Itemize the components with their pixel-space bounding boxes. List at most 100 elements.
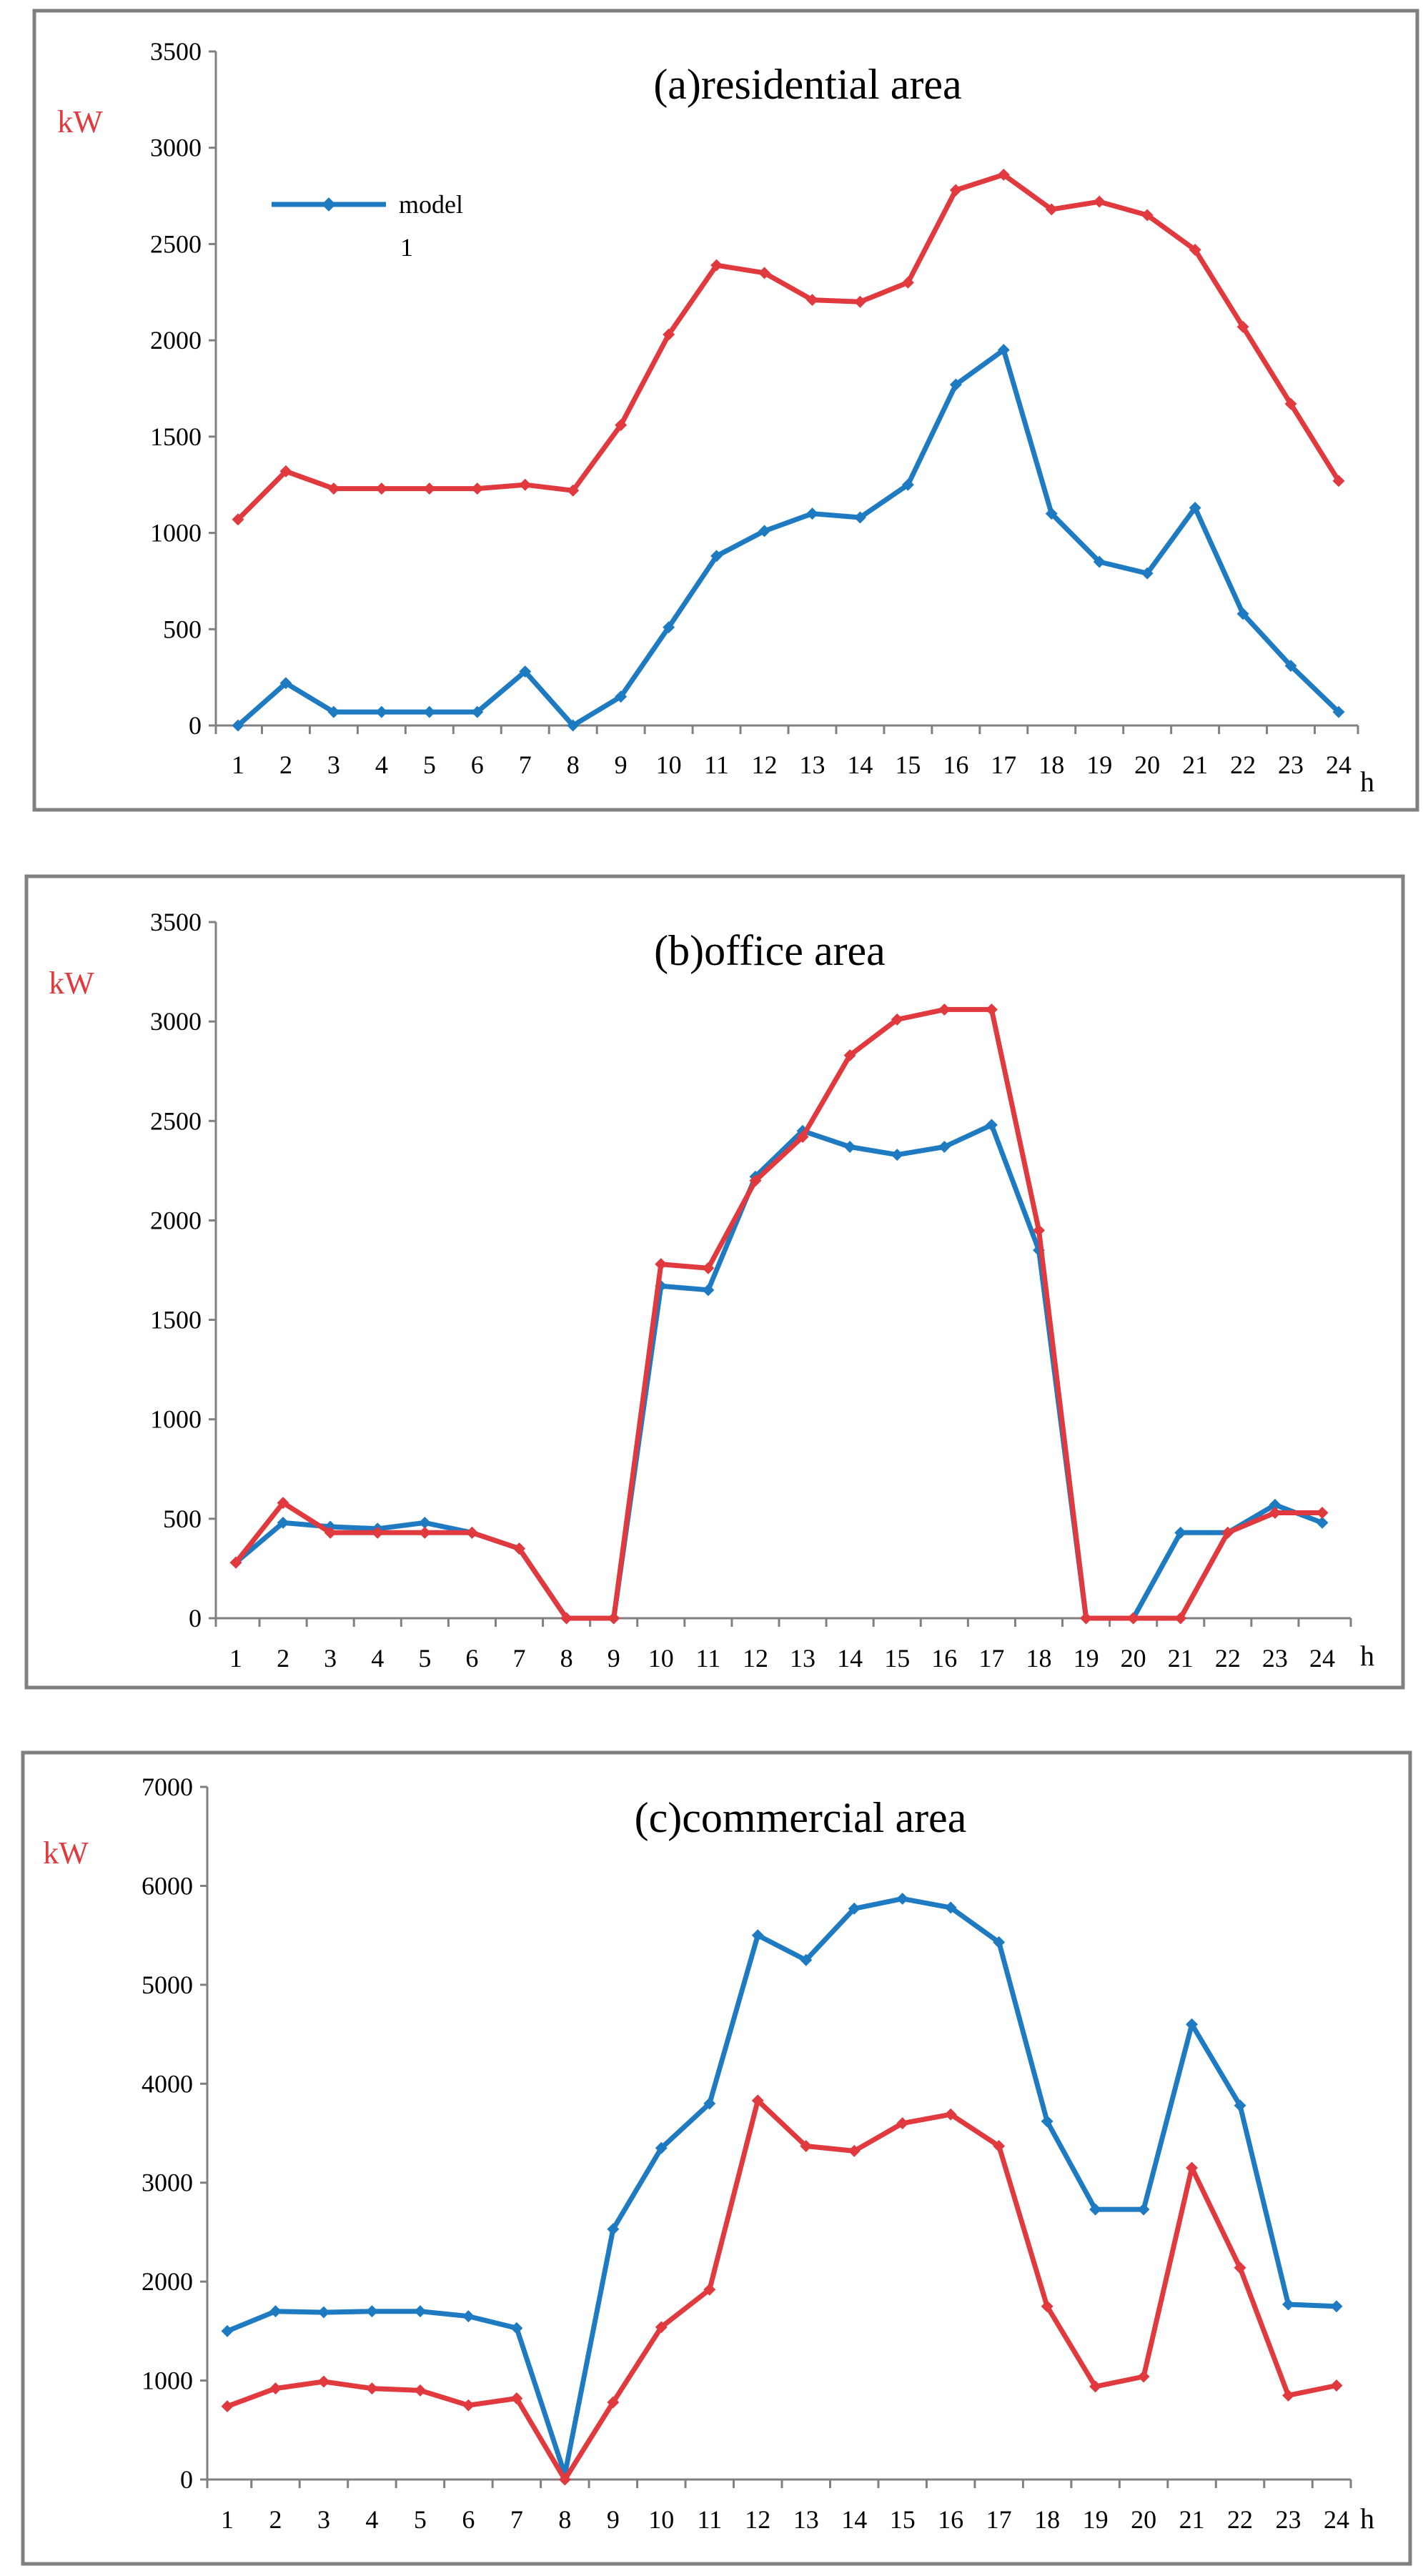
data-point — [853, 511, 866, 524]
data-point — [949, 378, 962, 391]
y-ticks: 0 500 1000 1500 2000 2500 3000 3500 — [150, 37, 216, 740]
data-point — [1041, 2115, 1053, 2128]
data-point — [800, 1953, 813, 1966]
x-tick-label: 8 — [560, 1644, 573, 1673]
x-tick-label: 22 — [1230, 750, 1256, 779]
data-point — [751, 1929, 764, 1942]
y-tick-label: 500 — [163, 615, 202, 643]
data-point — [1282, 2389, 1295, 2402]
data-point — [663, 328, 675, 341]
x-tick-label: 6 — [462, 2505, 475, 2534]
y-tick-label: 1000 — [150, 1405, 202, 1434]
data-point — [1284, 397, 1297, 410]
x-tick-label: 9 — [615, 750, 628, 779]
data-point — [513, 1542, 526, 1555]
data-point — [702, 1284, 715, 1297]
data-point — [1093, 555, 1106, 568]
x-tick-label: 12 — [743, 1644, 768, 1673]
x-tick-label: 4 — [371, 1644, 384, 1673]
x-tick-label: 4 — [365, 2505, 378, 2534]
x-tick-label: 11 — [704, 750, 729, 779]
data-point — [1089, 2380, 1102, 2393]
y-ticks: 0 500 1000 1500 2000 2500 3000 3500 — [150, 908, 216, 1633]
data-point — [1041, 2300, 1053, 2313]
data-point — [1221, 1526, 1234, 1539]
data-point — [1330, 2379, 1343, 2392]
x-tick-label: 10 — [648, 2505, 674, 2534]
x-tick-label: 20 — [1121, 1644, 1146, 1673]
y-unit-label: kW — [49, 966, 94, 1001]
panel-frame — [32, 9, 1419, 812]
x-tick-label: 18 — [1026, 1644, 1051, 1673]
data-point — [710, 550, 723, 563]
data-point — [510, 2392, 523, 2404]
x-tick-label: 18 — [1038, 750, 1064, 779]
data-point — [703, 2283, 716, 2296]
data-point — [423, 482, 436, 495]
data-point — [471, 482, 484, 495]
data-point — [703, 2097, 716, 2110]
data-point — [1316, 1516, 1329, 1529]
data-point — [993, 2140, 1006, 2152]
data-point — [615, 419, 628, 432]
data-point — [608, 1612, 620, 1625]
data-point — [1234, 2099, 1246, 2112]
x-tick-label: 1 — [221, 2505, 234, 2534]
x-tick-label: 2 — [279, 750, 292, 779]
data-point — [1137, 2370, 1150, 2383]
x-tick-label: 10 — [648, 1644, 674, 1673]
series-line-model-1 — [224, 1896, 1339, 2477]
x-tick-label: 17 — [991, 750, 1016, 779]
data-point — [279, 465, 292, 477]
x-tick-label: 11 — [697, 2505, 722, 2534]
data-point — [751, 2094, 764, 2107]
data-point — [327, 482, 340, 495]
x-ticks: 1 2 3 4 5 6 7 8 9 10 11 12 13 14 15 16 17 18 19 20 21 22 23 24 — [214, 1618, 1352, 1673]
x-tick-label: 12 — [752, 750, 778, 779]
y-tick-label: 2000 — [150, 326, 202, 355]
x-unit-label: h — [1360, 2502, 1374, 2535]
data-point — [1332, 475, 1345, 487]
data-point — [418, 1516, 431, 1529]
x-tick-label: 5 — [414, 2505, 427, 2534]
data-point — [1045, 507, 1058, 520]
data-point — [1186, 2018, 1199, 2031]
x-tick-label: 20 — [1131, 2505, 1156, 2534]
x-tick-label: 3 — [327, 750, 340, 779]
panel-frame — [21, 1750, 1412, 2566]
x-tick-label: 1 — [229, 1644, 242, 1673]
y-tick-label: 0 — [189, 1604, 202, 1633]
data-point — [365, 2382, 378, 2395]
x-tick-label: 7 — [513, 1644, 526, 1673]
data-point — [944, 1901, 957, 1914]
x-tick-label: 20 — [1134, 750, 1160, 779]
data-point — [375, 705, 388, 718]
y-tick-label: 3000 — [150, 1007, 202, 1036]
y-tick-label: 5000 — [142, 1971, 193, 1999]
data-point — [414, 2384, 427, 2397]
x-tick-label: 9 — [608, 1644, 620, 1673]
data-point — [607, 2223, 620, 2236]
x-tick-label: 7 — [519, 750, 532, 779]
data-point — [232, 719, 244, 732]
panel-frame — [24, 874, 1405, 1690]
data-point — [423, 705, 436, 718]
x-tick-label: 7 — [510, 2505, 523, 2534]
x-unit-label: h — [1360, 1640, 1374, 1672]
y-tick-label: 2000 — [142, 2267, 193, 2296]
x-tick-label: 6 — [465, 1644, 478, 1673]
y-tick-label: 3000 — [150, 134, 202, 162]
x-tick-label: 21 — [1179, 2505, 1205, 2534]
data-point — [985, 1119, 998, 1131]
x-tick-label: 23 — [1278, 750, 1304, 779]
x-tick-label: 21 — [1168, 1644, 1194, 1673]
data-point — [655, 2321, 668, 2334]
data-point — [796, 1131, 809, 1144]
y-tick-label: 1000 — [142, 2367, 193, 2395]
x-tick-label: 15 — [890, 2505, 916, 2534]
data-point — [1236, 608, 1249, 620]
chart-title: (c)commercial area — [635, 1794, 967, 1841]
series-line-series-2 — [235, 172, 1342, 522]
data-point — [1141, 567, 1154, 580]
